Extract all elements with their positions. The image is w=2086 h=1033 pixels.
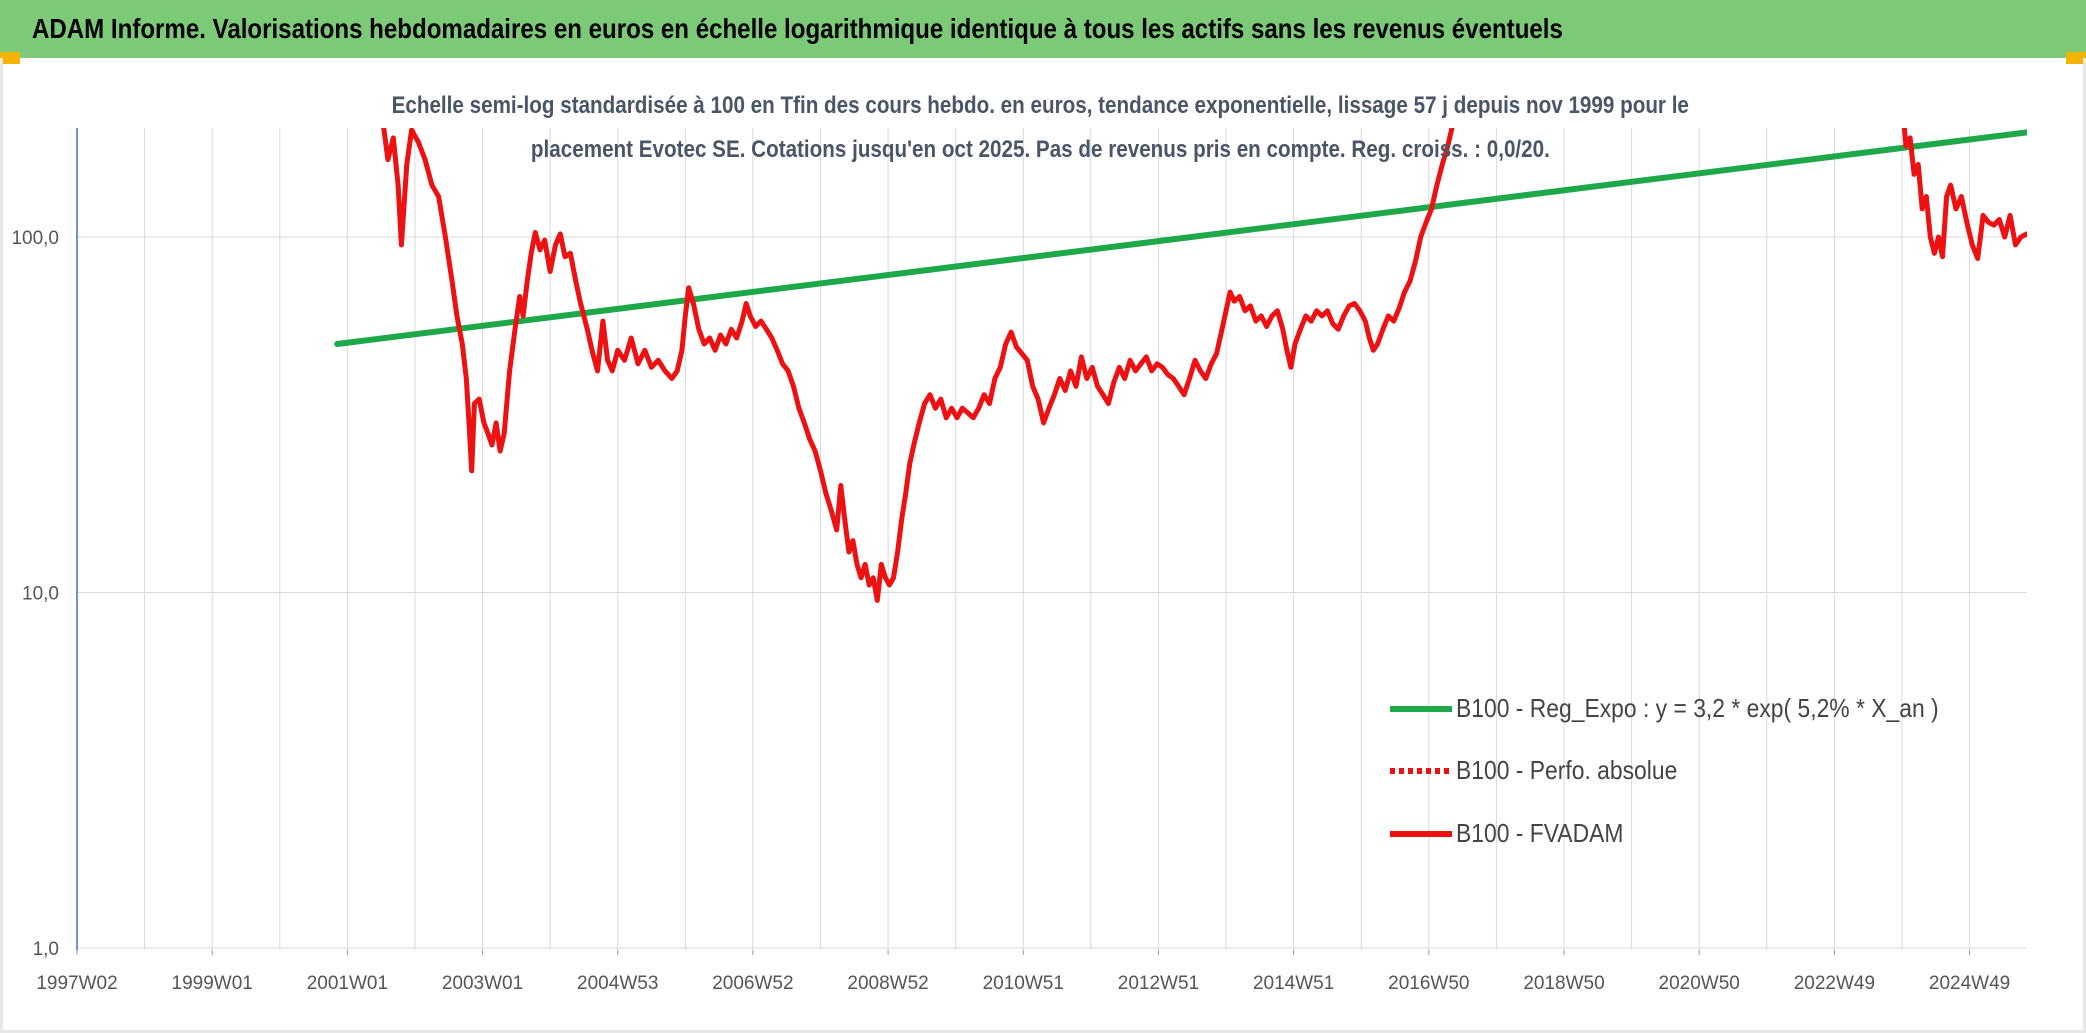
report-title: ADAM Informe. Valorisations hebdomadaire… bbox=[32, 13, 1563, 44]
legend-swatch-perfo-absolue bbox=[1390, 768, 1452, 774]
series-line-fvadam bbox=[381, 128, 2027, 603]
legend-swatch-reg-expo bbox=[1390, 706, 1452, 712]
x-tick-label: 1999W01 bbox=[172, 973, 253, 994]
y-axis: 1,0 10,0 100,0 bbox=[11, 228, 59, 960]
x-tick-label: 2006W52 bbox=[712, 973, 793, 994]
y-tick-label: 10,0 bbox=[22, 584, 59, 605]
x-tick-label: 2004W53 bbox=[577, 973, 658, 994]
legend-label-fvadam: B100 - FVADAM bbox=[1456, 818, 1624, 848]
x-tick-label: 2010W51 bbox=[983, 973, 1064, 994]
x-tick-label: 2001W01 bbox=[307, 973, 388, 994]
y-tick-label: 1,0 bbox=[33, 939, 59, 960]
y-tick-label: 100,0 bbox=[11, 228, 59, 249]
plot-area bbox=[334, 128, 2027, 603]
x-tick-label: 2003W01 bbox=[442, 973, 523, 994]
x-tick-label: 2022W49 bbox=[1794, 973, 1875, 994]
x-tick-label: 2024W49 bbox=[1929, 973, 2010, 994]
legend-label-perfo-absolue: B100 - Perfo. absolue bbox=[1456, 755, 1678, 785]
x-tick-label: 2018W50 bbox=[1523, 973, 1604, 994]
x-tick-label: 2016W50 bbox=[1388, 973, 1469, 994]
legend-swatch-fvadam bbox=[1390, 831, 1452, 837]
legend-label-reg-expo: B100 - Reg_Expo : y = 3,2 * exp( 5,2% * … bbox=[1456, 693, 1939, 723]
trend-line-reg-expo bbox=[334, 129, 2027, 347]
x-tick-label: 2020W50 bbox=[1659, 973, 1740, 994]
chart-subtitle-line-2: placement Evotec SE. Cotations jusqu'en … bbox=[530, 136, 1550, 163]
x-tick-label: 2008W52 bbox=[847, 973, 928, 994]
chart-frame bbox=[0, 58, 2086, 1033]
header-bar: ADAM Informe. Valorisations hebdomadaire… bbox=[0, 0, 2086, 58]
x-tick-label: 2012W51 bbox=[1118, 973, 1199, 994]
x-tick-label: 2014W51 bbox=[1253, 973, 1334, 994]
corner-marker-left bbox=[0, 52, 20, 64]
corner-marker-right bbox=[2066, 52, 2086, 64]
chart-subtitle: Echelle semi-log standardisée à 100 en T… bbox=[210, 84, 1870, 172]
chart-subtitle-line-1: Echelle semi-log standardisée à 100 en T… bbox=[391, 92, 1689, 119]
x-tick-label: 1997W02 bbox=[36, 973, 117, 994]
x-axis: 1997W02 1999W01 2001W01 2003W01 2004W53 2006W… bbox=[36, 950, 2010, 994]
grid-lines bbox=[76, 128, 2027, 950]
